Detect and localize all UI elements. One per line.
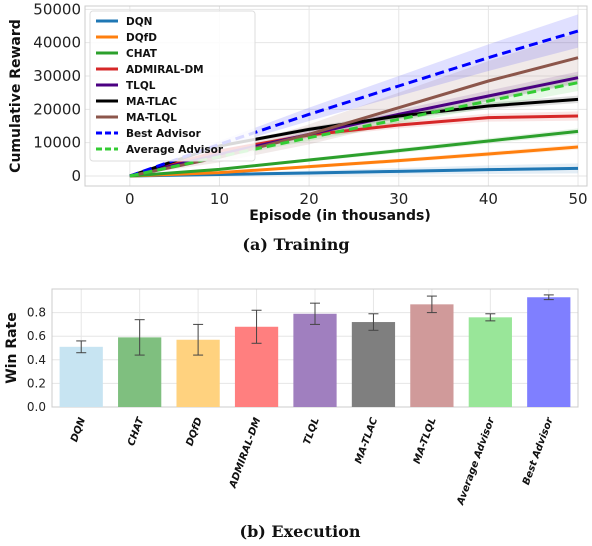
training-line-chart: 0 10 20 30 40 50 0 10000 20000 30000 40000 50000 Epi… [8,0,588,254]
legend-label: Average Advisor [126,144,224,156]
category-label: DQN [69,416,88,444]
category-label: DQfD [185,416,205,447]
bar [351,322,396,407]
x-tick-label: 50 [568,190,587,208]
series-line [129,166,579,178]
y-tick-label: 0 [71,167,81,185]
bar [59,346,103,407]
legend-label: DQfD [126,32,157,44]
legend-label: CHAT [126,48,158,60]
legend-label: ADMIRAL-DM [126,64,204,76]
x-tick-label: 10 [210,190,229,208]
x-tick-label: 0 [125,190,135,208]
legend-label: MA-TLQL [126,112,177,124]
series-line [129,129,579,178]
y-tick-label: 0.6 [27,329,46,343]
y-tick-label: 30000 [33,67,81,85]
y-tick-label: 0.8 [27,306,46,320]
x-tick-label: 30 [389,190,408,208]
category-label: Average Advisor [455,415,497,507]
x-tick-label: 20 [300,190,319,208]
bar [293,313,337,407]
execution-bar-chart: DQN CHAT DQfD ADMIRAL-DM TLQL MA-TLAC MA-TLQL A… [4,288,579,541]
category-label: TLQL [302,416,322,446]
category-label: Best Advisor [521,415,556,486]
legend-label: Best Advisor [126,128,202,140]
y-tick-label: 20000 [33,100,81,118]
series-line [129,29,579,178]
bar [410,304,454,407]
bar [527,297,571,407]
caption-b: (b) Execution [240,522,361,541]
plot-frame [84,5,588,187]
caption-a: (a) Training [242,235,349,254]
category-label: CHAT [126,415,147,447]
y-axis-label: Cumulative Reward [8,19,24,173]
category-label: MA-TLQL [412,416,439,465]
x-axis-label: Episode (in thousands) [249,208,431,224]
y-axis-label: Win Rate [4,312,20,384]
legend-box [89,10,256,162]
y-tick-label: 0.2 [27,376,46,390]
y-tick-label: 50000 [33,0,81,18]
y-tick-label: 0.0 [27,400,46,414]
y-tick-label: 40000 [33,34,81,52]
y-tick-label: 0.4 [27,353,46,367]
category-label: ADMIRAL-DM [227,416,263,490]
legend-label: MA-TLAC [126,96,177,108]
x-tick-label: 40 [479,190,498,208]
legend-label: DQN [126,16,152,28]
y-tick-label: 10000 [33,134,81,152]
category-label: MA-TLAC [353,416,380,466]
series-line [129,145,579,178]
confidence-band [129,32,579,176]
legend-label: TLQL [126,80,156,92]
bar [468,317,512,407]
